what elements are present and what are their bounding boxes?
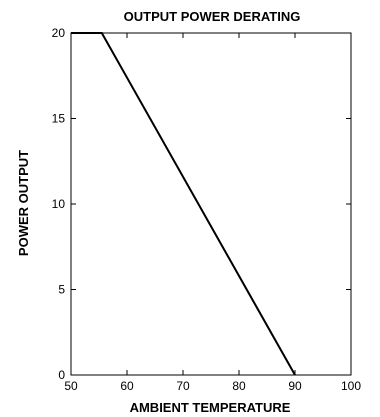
axis-tick-labels: 50 60 70 80 90 100 0 5 10 15 20: [52, 26, 362, 393]
x-tick-label: 80: [232, 379, 246, 393]
x-axis-label: AMBIENT TEMPERATURE: [130, 400, 291, 415]
y-axis-label: POWER OUTPUT: [16, 150, 31, 256]
y-tick-label: 20: [52, 26, 66, 40]
y-tick-label: 15: [52, 112, 66, 126]
x-tick-label: 70: [176, 379, 190, 393]
y-tick-label: 5: [58, 283, 65, 297]
y-tick-label: 10: [52, 197, 66, 211]
plot-frame: [70, 32, 352, 376]
series-line: [71, 32, 296, 376]
x-tick-label: 50: [64, 379, 78, 393]
y-tick-label: 0: [58, 368, 65, 382]
chart-title: OUTPUT POWER DERATING: [124, 9, 301, 24]
x-tick-label: 100: [341, 379, 361, 393]
axis-ticks: [70, 32, 352, 376]
x-tick-label: 90: [288, 379, 302, 393]
x-tick-label: 60: [120, 379, 134, 393]
